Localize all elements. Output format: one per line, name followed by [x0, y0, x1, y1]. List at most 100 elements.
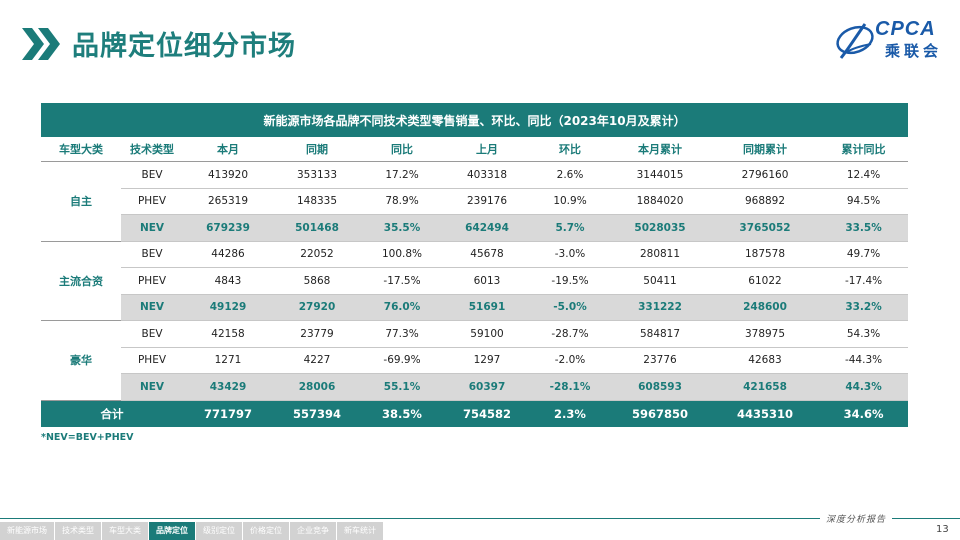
- table-cell: 3765052: [711, 214, 819, 242]
- footer-nav-item[interactable]: 价格定位: [243, 522, 289, 540]
- table-cell: 5028035: [609, 214, 711, 242]
- table-cell: 5868: [273, 267, 361, 295]
- table-cell: 54.3%: [819, 320, 909, 348]
- footer-nav-item[interactable]: 技术类型: [55, 522, 101, 540]
- table-cell: 42683: [711, 347, 819, 374]
- table-cell: -2.0%: [531, 347, 609, 374]
- table-cell: 239176: [443, 188, 531, 215]
- table-cell: -5.0%: [531, 294, 609, 321]
- table-cell: 413920: [183, 161, 273, 189]
- table-cell: 12.4%: [819, 161, 909, 189]
- column-header: 环比: [531, 137, 609, 162]
- table-cell: -44.3%: [819, 347, 909, 374]
- table-cell: 44.3%: [819, 373, 909, 401]
- table-cell: -69.9%: [361, 347, 443, 374]
- table-row: NEV 43429 28006 55.1% 60397 -28.1% 608593 42165…: [41, 373, 909, 401]
- tech-type-cell: PHEV: [121, 188, 183, 215]
- column-header: 同期累计: [711, 137, 819, 162]
- table-row: 豪华 BEV 42158 23779 77.3% 59100 -28.7% 584817 378…: [41, 320, 909, 401]
- table-cell: 5.7%: [531, 214, 609, 242]
- table-cell: 61022: [711, 267, 819, 295]
- footer-nav-item[interactable]: 新车统计: [337, 522, 383, 540]
- tech-type-cell: PHEV: [121, 347, 183, 374]
- table-cell: 642494: [443, 214, 531, 242]
- footnote: *NEV=BEV+PHEV: [41, 432, 134, 443]
- footer-nav-item[interactable]: 级别定位: [196, 522, 242, 540]
- table-cell: -19.5%: [531, 267, 609, 295]
- table-cell: 27920: [273, 294, 361, 321]
- table-cell: 22052: [273, 241, 361, 268]
- footer-nav-item[interactable]: 企业竞争: [290, 522, 336, 540]
- table-cell: 77.3%: [361, 320, 443, 348]
- table-cell: 421658: [711, 373, 819, 401]
- column-header: 本月累计: [609, 137, 711, 162]
- table-cell: 60397: [443, 373, 531, 401]
- group-label: 主流合资: [41, 241, 121, 321]
- tech-type-cell: PHEV: [121, 267, 183, 295]
- table-cell: 49129: [183, 294, 273, 321]
- column-header: 同比: [361, 137, 443, 162]
- table-cell: 76.0%: [361, 294, 443, 321]
- total-cell: 38.5%: [361, 400, 443, 427]
- table-row: 自主 BEV 413920 353133 17.2% 403318 2.6% 3144015 2…: [41, 161, 909, 242]
- table-cell: 148335: [273, 188, 361, 215]
- table-cell: 100.8%: [361, 241, 443, 268]
- table-cell: 35.5%: [361, 214, 443, 242]
- table-cell: 403318: [443, 161, 531, 189]
- table-cell: 10.9%: [531, 188, 609, 215]
- group-label: 豪华: [41, 320, 121, 401]
- table-cell: 3144015: [609, 161, 711, 189]
- footer-nav-item[interactable]: 新能源市场: [0, 522, 54, 540]
- table-cell: -17.5%: [361, 267, 443, 295]
- table-cell: 50411: [609, 267, 711, 295]
- table-cell: 248600: [711, 294, 819, 321]
- table-cell: 45678: [443, 241, 531, 268]
- total-cell: 5967850: [609, 400, 711, 427]
- table-cell: 6013: [443, 267, 531, 295]
- column-header: 技术类型: [121, 137, 183, 162]
- table-cell: 608593: [609, 373, 711, 401]
- table-cell: 55.1%: [361, 373, 443, 401]
- column-header: 本月: [183, 137, 273, 162]
- table-cell: 501468: [273, 214, 361, 242]
- table-cell: -28.1%: [531, 373, 609, 401]
- table-cell: 23779: [273, 320, 361, 348]
- total-cell: 557394: [273, 400, 361, 427]
- group-label: 自主: [41, 161, 121, 242]
- table-cell: 968892: [711, 188, 819, 215]
- total-cell: 34.6%: [819, 400, 909, 427]
- table-cell: 679239: [183, 214, 273, 242]
- table-cell: 49.7%: [819, 241, 909, 268]
- total-cell: 2.3%: [531, 400, 609, 427]
- table-cell: 51691: [443, 294, 531, 321]
- table-cell: 2796160: [711, 161, 819, 189]
- table-row: PHEV 4843 5868 -17.5% 6013 -19.5% 50411 61022 -1…: [41, 267, 909, 295]
- tech-type-cell: BEV: [121, 320, 183, 348]
- table-cell: 2.6%: [531, 161, 609, 189]
- footer-divider: [0, 518, 960, 519]
- table-cell: 1271: [183, 347, 273, 374]
- cpca-emblem-icon: [836, 23, 874, 59]
- footer-slogan: 深度分析报告: [820, 512, 893, 525]
- page-number: 13: [936, 524, 949, 535]
- table-cell: 4227: [273, 347, 361, 374]
- tech-type-cell: NEV: [121, 373, 183, 401]
- table-cell: 94.5%: [819, 188, 909, 215]
- table-row: 主流合资 BEV 44286 22052 100.8% 45678 -3.0% 280811 1…: [41, 241, 909, 321]
- cpca-logo: CPCA 乘联会: [833, 18, 945, 64]
- footer-nav-item[interactable]: 品牌定位: [149, 522, 195, 540]
- total-cell: 771797: [183, 400, 273, 427]
- table-row: NEV 49129 27920 76.0% 51691 -5.0% 331222 248600…: [41, 294, 909, 321]
- table-cell: 187578: [711, 241, 819, 268]
- footer-nav: 新能源市场 技术类型 车型大类 品牌定位 级别定位 价格定位 企业竞争 新车统计: [0, 522, 384, 540]
- title-chevron-icon: [22, 28, 60, 60]
- table-cell: 42158: [183, 320, 273, 348]
- tech-type-cell: NEV: [121, 294, 183, 321]
- table-cell: 265319: [183, 188, 273, 215]
- tech-type-cell: BEV: [121, 241, 183, 268]
- table-cell: -28.7%: [531, 320, 609, 348]
- table-cell: 23776: [609, 347, 711, 374]
- footer-nav-item[interactable]: 车型大类: [102, 522, 148, 540]
- column-header: 上月: [443, 137, 531, 162]
- total-cell: 754582: [443, 400, 531, 427]
